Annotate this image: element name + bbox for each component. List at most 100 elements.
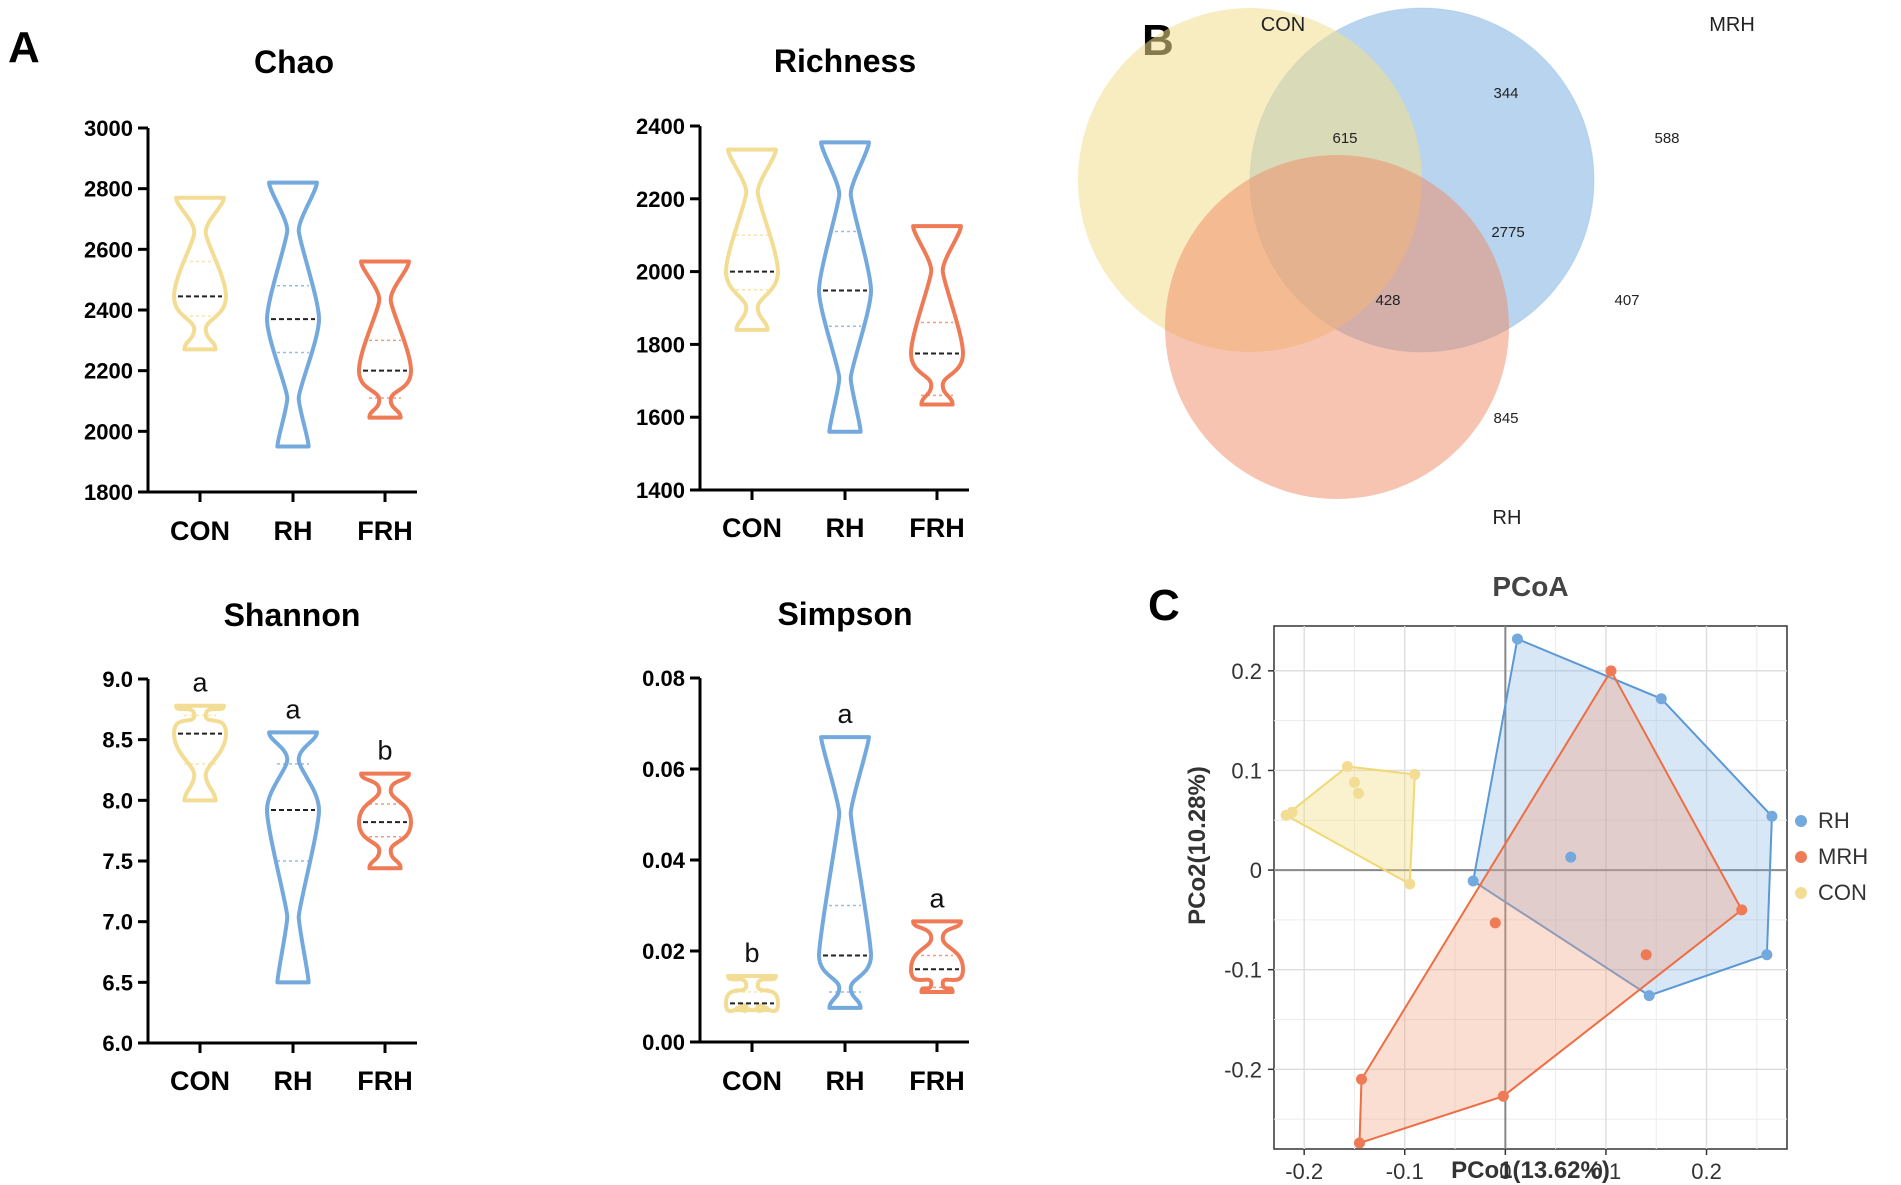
- x-tick-label: CON: [170, 1066, 230, 1096]
- violin-chart-shannon: Shannon 6.0 6.5 7.0 7.5 8.0 8.5 9.0 CON a RH a FRH b: [102, 597, 417, 1096]
- y-tick-label: 0: [1250, 858, 1262, 883]
- x-tick-label: FRH: [357, 1066, 413, 1096]
- violin-frh: [909, 919, 965, 994]
- point-con: [1348, 776, 1360, 788]
- violin-frh: [357, 771, 413, 871]
- y-tick-label: 9.0: [102, 667, 133, 692]
- y-tick-label: 3000: [84, 116, 133, 141]
- point-mrh: [1489, 917, 1501, 929]
- point-con: [1404, 878, 1416, 890]
- x-tick-label: RH: [274, 516, 313, 546]
- x-tick-label: FRH: [909, 1066, 965, 1096]
- violin-con: [724, 974, 780, 1014]
- violin-chart-simpson: Simpson 0.00 0.02 0.04 0.06 0.08 CON b RH a FRH a: [642, 596, 969, 1096]
- y-tick-label: 1800: [636, 332, 685, 357]
- y-tick-label: 6.0: [102, 1031, 133, 1056]
- point-mrh: [1356, 1073, 1368, 1085]
- y-tick-label: 2400: [84, 298, 133, 323]
- point-rh: [1511, 633, 1523, 645]
- violin-con: [172, 195, 228, 352]
- significance-letter: b: [377, 736, 392, 766]
- y-tick-label: 0.1: [1231, 758, 1262, 783]
- violin-frh: [909, 224, 965, 407]
- legend-label-con: CON: [1818, 880, 1867, 905]
- point-rh: [1766, 810, 1778, 822]
- x-tick-label: -0.1: [1386, 1159, 1424, 1184]
- venn-region-mrh-only: 588: [1654, 130, 1679, 147]
- point-rh: [1655, 693, 1667, 705]
- violin-rh: [817, 735, 873, 1010]
- y-tick-label: 2800: [84, 177, 133, 202]
- y-tick-label: 6.5: [102, 970, 133, 995]
- y-tick-label: 1800: [84, 480, 133, 505]
- legend-label-mrh: MRH: [1818, 844, 1868, 869]
- x-tick-label: RH: [826, 1066, 865, 1096]
- venn-region-con-rh: 428: [1375, 292, 1400, 309]
- point-rh: [1761, 949, 1773, 961]
- y-tick-label: 0.04: [642, 848, 686, 873]
- significance-letter: a: [192, 668, 208, 698]
- venn-region-con-only: 615: [1332, 130, 1357, 147]
- x-tick-label: FRH: [909, 513, 965, 543]
- y-tick-label: 1400: [636, 478, 685, 503]
- venn-region-con-mrh: 344: [1493, 85, 1518, 102]
- point-con: [1341, 760, 1353, 772]
- chart-title: PCoA: [1492, 571, 1568, 602]
- point-rh: [1643, 990, 1655, 1002]
- y-tick-label: 0.00: [642, 1030, 685, 1055]
- y-tick-label: 8.5: [102, 728, 133, 753]
- legend-marker-con: [1795, 887, 1807, 899]
- y-tick-label: 0.02: [642, 939, 685, 964]
- legend-label-rh: RH: [1818, 808, 1850, 833]
- y-tick-label: 2000: [84, 419, 133, 444]
- y-tick-label: 7.5: [102, 849, 133, 874]
- significance-letter: b: [744, 938, 759, 968]
- venn-circle-rh: [1165, 155, 1509, 499]
- venn-diagram: CON MRH RH 615 344 588 2775 428 407 845: [1078, 7, 1755, 529]
- point-con: [1352, 787, 1364, 799]
- point-mrh: [1497, 1090, 1509, 1102]
- venn-set-label-mrh: MRH: [1709, 14, 1755, 36]
- y-tick-label: 1600: [636, 405, 685, 430]
- point-mrh: [1736, 904, 1748, 916]
- venn-set-label-con: CON: [1261, 14, 1305, 36]
- y-tick-label: 2000: [636, 260, 685, 285]
- x-tick-label: RH: [826, 513, 865, 543]
- y-tick-label: 8.0: [102, 788, 133, 813]
- violin-rh: [817, 140, 873, 434]
- point-mrh: [1640, 949, 1652, 961]
- violin-chart-richness: Richness 1400 1600 1800 2000 2200 2400 CON RH FRH: [636, 43, 969, 543]
- venn-region-rh-only: 845: [1493, 410, 1518, 427]
- venn-region-all: 2775: [1491, 224, 1524, 241]
- chart-title: Richness: [774, 43, 916, 79]
- y-tick-label: 0.06: [642, 757, 685, 782]
- chart-title: Simpson: [777, 596, 912, 632]
- point-rh: [1565, 851, 1577, 863]
- point-mrh: [1605, 665, 1617, 677]
- panel-label-a: A: [8, 23, 40, 72]
- y-tick-label: 7.0: [102, 910, 133, 935]
- y-tick-label: 2200: [636, 187, 685, 212]
- y-tick-label: -0.1: [1224, 958, 1262, 983]
- violin-chart-chao: Chao 1800 2000 2200 2400 2600 2800 3000 CON RH FRH: [84, 44, 417, 546]
- violin-con: [172, 703, 228, 803]
- legend-marker-rh: [1795, 815, 1807, 827]
- significance-letter: a: [929, 883, 945, 913]
- legend-marker-mrh: [1795, 851, 1807, 863]
- panel-label-c: C: [1148, 581, 1180, 630]
- x-tick-label: -0.2: [1285, 1159, 1323, 1184]
- x-tick-label: 0.1: [1591, 1159, 1622, 1184]
- significance-letter: a: [285, 694, 301, 724]
- chart-title: Chao: [254, 44, 334, 80]
- point-con: [1409, 768, 1421, 780]
- y-tick-label: 2400: [636, 114, 685, 139]
- y-axis-label: PCo2(10.28%): [1184, 766, 1211, 925]
- violin-con: [724, 147, 780, 332]
- pcoa-chart: -0.2 -0.1 0 0.1 0.2 -0.2 -0.1 0 0.1 0.2 PCoA PCo1(1…: [1184, 571, 1868, 1184]
- x-tick-label: FRH: [357, 516, 413, 546]
- hull-mrh: [1358, 668, 1744, 1145]
- venn-region-mrh-rh: 407: [1614, 292, 1639, 309]
- violin-rh: [265, 730, 321, 985]
- point-mrh: [1354, 1137, 1365, 1149]
- y-tick-label: 0.08: [642, 666, 685, 691]
